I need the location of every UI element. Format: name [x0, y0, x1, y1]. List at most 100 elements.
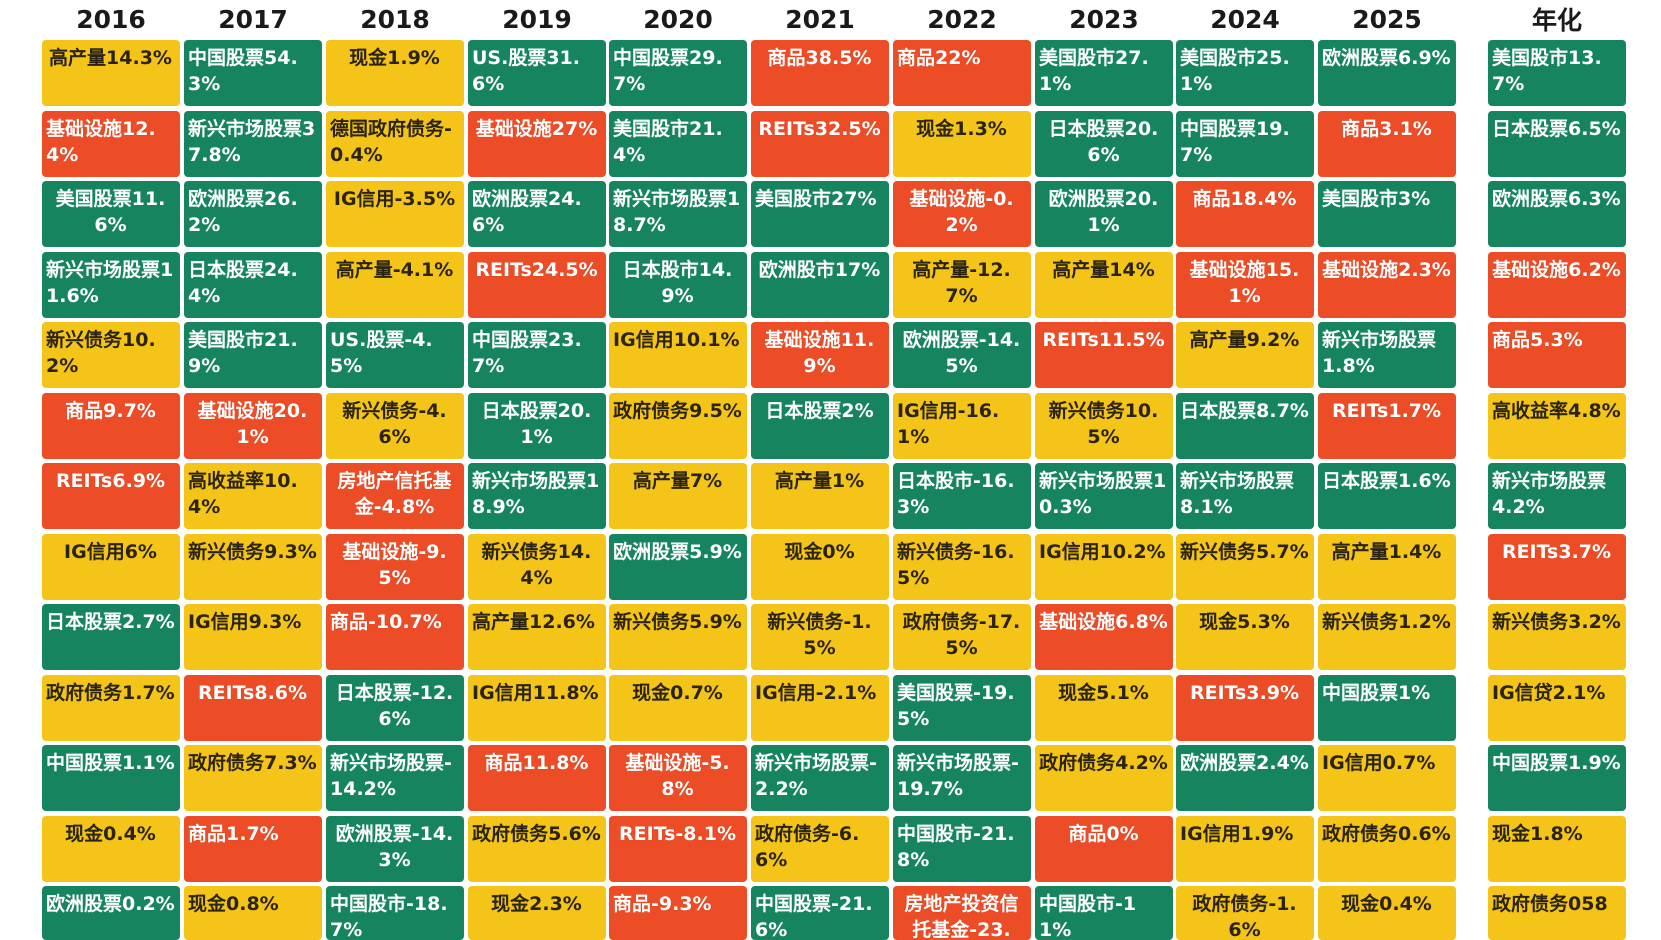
return-cell: 基础设施6.8%	[1035, 604, 1173, 670]
column-header: 2016	[76, 4, 146, 34]
return-cell: 新兴市场股票-2.2%	[751, 745, 889, 811]
return-cell: 欧洲股票-14.3%	[326, 816, 464, 882]
return-cell: IG信用6%	[42, 534, 180, 600]
column-header: 2025	[1352, 4, 1422, 34]
return-cell: 政府债务-17.5%	[893, 604, 1031, 670]
return-cell: 中国股票19.7%	[1176, 111, 1314, 177]
return-cell: 商品9.7%	[42, 393, 180, 459]
return-cell: REITs24.5%	[468, 252, 606, 318]
return-cell: REITs32.5%	[751, 111, 889, 177]
return-cell: 欧洲股票6.9%	[1318, 40, 1456, 106]
return-cell: 商品3.1%	[1318, 111, 1456, 177]
return-cell: 欧洲股票-14.5%	[893, 322, 1031, 388]
return-cell: 欧洲股票5.9%	[609, 534, 747, 600]
return-cell: 商品5.3%	[1488, 322, 1626, 388]
return-cell: 日本股票20.6%	[1035, 111, 1173, 177]
return-cell: 美国股市27%	[751, 181, 889, 247]
return-cell: 房地产投资信托基金-23.6%	[893, 886, 1031, 940]
return-cell: 美国股票11.6%	[42, 181, 180, 247]
return-cell: 基础设施6.2%	[1488, 252, 1626, 318]
return-cell: 日本股票-12.6%	[326, 675, 464, 741]
return-cell: 基础设施27%	[468, 111, 606, 177]
return-cell: 欧洲股票6.3%	[1488, 181, 1626, 247]
return-cell: 欧洲股票2.4%	[1176, 745, 1314, 811]
return-cell: 政府债务058	[1488, 886, 1626, 940]
return-cell: 高产量12.6%	[468, 604, 606, 670]
return-cell: 高产量-4.1%	[326, 252, 464, 318]
return-cell: US.股票-4.5%	[326, 322, 464, 388]
return-cell: REITs6.9%	[42, 463, 180, 529]
return-cell: 政府债务-6.6%	[751, 816, 889, 882]
return-cell: IG信用0.7%	[1318, 745, 1456, 811]
return-cell: 中国股票-21.6%	[751, 886, 889, 940]
return-cell: 日本股票2.7%	[42, 604, 180, 670]
return-cell: 商品18.4%	[1176, 181, 1314, 247]
return-cell: 高产量14%	[1035, 252, 1173, 318]
column-header: 2022	[927, 4, 997, 34]
return-cell: 基础设施20.1%	[184, 393, 322, 459]
return-cell: 商品11.8%	[468, 745, 606, 811]
return-cell: 新兴债务1.2%	[1318, 604, 1456, 670]
return-cell: 政府债务0.6%	[1318, 816, 1456, 882]
return-cell: 商品0%	[1035, 816, 1173, 882]
return-cell: REITs1.7%	[1318, 393, 1456, 459]
return-cell: 高产量-12.7%	[893, 252, 1031, 318]
return-cell: 新兴市场股票-14.2%	[326, 745, 464, 811]
return-cell: 高产量1%	[751, 463, 889, 529]
return-cell: 新兴债务-4.6%	[326, 393, 464, 459]
column-header: 2023	[1069, 4, 1139, 34]
return-cell: 欧洲股市17%	[751, 252, 889, 318]
return-cell: 商品1.7%	[184, 816, 322, 882]
return-cell: 新兴市场股票37.8%	[184, 111, 322, 177]
return-cell: 基础设施-5.8%	[609, 745, 747, 811]
return-cell: 美国股市13.7%	[1488, 40, 1626, 106]
return-cell: 政府债务7.3%	[184, 745, 322, 811]
return-cell: 基础设施-0.2%	[893, 181, 1031, 247]
return-cell: 基础设施15.1%	[1176, 252, 1314, 318]
return-cell: 中国股票1.9%	[1488, 745, 1626, 811]
return-cell: 新兴市场股票18.7%	[609, 181, 747, 247]
return-cell: 现金5.1%	[1035, 675, 1173, 741]
column-header: 2017	[218, 4, 288, 34]
return-cell: IG信用11.8%	[468, 675, 606, 741]
return-cell: 房地产信托基金-4.8%	[326, 463, 464, 529]
column-header: 2020	[643, 4, 713, 34]
return-cell: 中国股市-21.8%	[893, 816, 1031, 882]
return-cell: 新兴债务-16.5%	[893, 534, 1031, 600]
return-cell: 日本股票6.5%	[1488, 111, 1626, 177]
return-cell: 新兴市场股票18.9%	[468, 463, 606, 529]
return-cell: 政府债务-1.6%	[1176, 886, 1314, 940]
return-cell: 新兴债务9.3%	[184, 534, 322, 600]
return-cell: 高产量9.2%	[1176, 322, 1314, 388]
return-cell: 商品38.5%	[751, 40, 889, 106]
return-cell: 日本股票24.4%	[184, 252, 322, 318]
return-cell: 新兴市场股票11.6%	[42, 252, 180, 318]
return-cell: 中国股票54.3%	[184, 40, 322, 106]
return-cell: 高产量7%	[609, 463, 747, 529]
return-cell: REITs11.5%	[1035, 322, 1173, 388]
return-cell: 日本股票1.6%	[1318, 463, 1456, 529]
return-cell: 基础设施11.9%	[751, 322, 889, 388]
return-cell: 日本股市-16.3%	[893, 463, 1031, 529]
return-cell: 现金0.7%	[609, 675, 747, 741]
return-cell: 美国股市27.1%	[1035, 40, 1173, 106]
return-cell: 高产量14.3%	[42, 40, 180, 106]
return-cell: 中国股市-11%	[1035, 886, 1173, 940]
return-cell: 现金0%	[751, 534, 889, 600]
return-cell: 新兴债务-1.5%	[751, 604, 889, 670]
return-cell: 现金0.4%	[42, 816, 180, 882]
return-cell: REITs3.7%	[1488, 534, 1626, 600]
return-cell: IG信用10.1%	[609, 322, 747, 388]
column-header: 年化	[1531, 6, 1582, 35]
return-cell: 日本股票2%	[751, 393, 889, 459]
return-cell: 现金0.4%	[1318, 886, 1456, 940]
return-cell: 德国政府债务-0.4%	[326, 111, 464, 177]
return-cell: 美国股市3%	[1318, 181, 1456, 247]
return-cell: 政府债务4.2%	[1035, 745, 1173, 811]
return-cell: IG信用1.9%	[1176, 816, 1314, 882]
return-cell: 政府债务5.6%	[468, 816, 606, 882]
return-cell: 现金0.8%	[184, 886, 322, 940]
return-cell: 现金2.3%	[468, 886, 606, 940]
return-cell: 高产量1.4%	[1318, 534, 1456, 600]
